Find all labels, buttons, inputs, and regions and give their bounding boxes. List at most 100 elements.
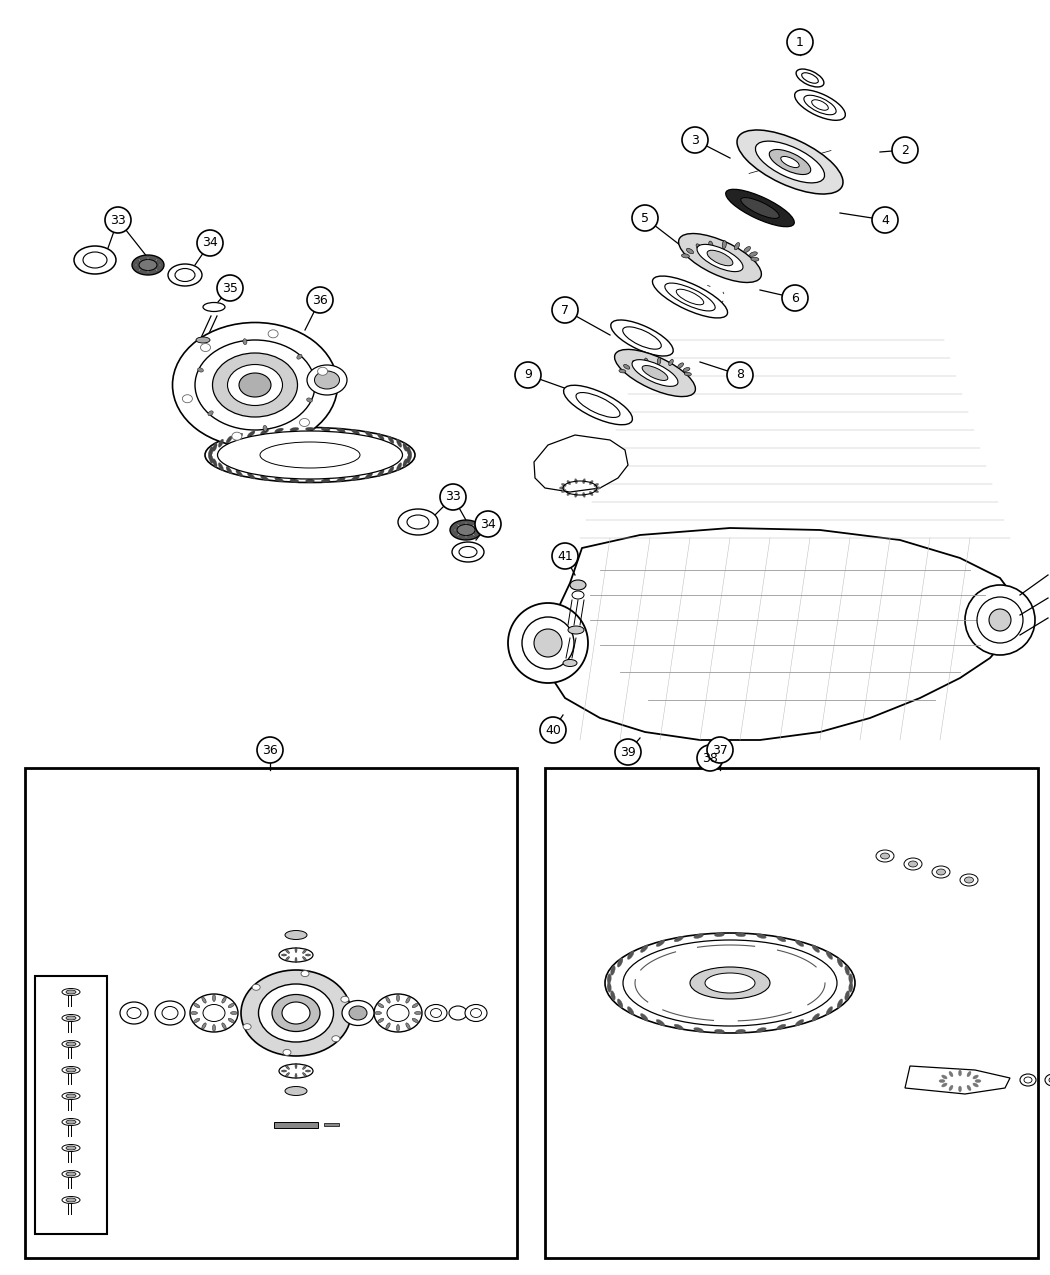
Ellipse shape [407, 515, 429, 529]
Ellipse shape [607, 974, 611, 984]
Circle shape [682, 128, 708, 153]
Ellipse shape [397, 1025, 399, 1031]
Ellipse shape [465, 536, 467, 538]
Ellipse shape [209, 455, 213, 464]
Ellipse shape [801, 73, 818, 83]
Ellipse shape [62, 1093, 80, 1099]
Ellipse shape [66, 1146, 76, 1150]
Ellipse shape [295, 1063, 297, 1068]
Circle shape [872, 207, 898, 233]
Ellipse shape [403, 442, 407, 451]
Ellipse shape [674, 936, 684, 942]
Ellipse shape [62, 1118, 80, 1126]
Ellipse shape [337, 478, 345, 482]
Circle shape [892, 136, 918, 163]
Ellipse shape [459, 547, 477, 557]
Ellipse shape [694, 1028, 704, 1033]
Ellipse shape [939, 1080, 945, 1082]
Ellipse shape [967, 1071, 971, 1077]
Ellipse shape [66, 1172, 76, 1176]
Ellipse shape [812, 99, 828, 110]
Ellipse shape [377, 434, 384, 440]
Ellipse shape [583, 492, 585, 497]
Ellipse shape [623, 940, 837, 1026]
Ellipse shape [236, 434, 243, 440]
Ellipse shape [627, 951, 634, 959]
Ellipse shape [812, 945, 820, 952]
Ellipse shape [623, 326, 662, 349]
Ellipse shape [937, 870, 945, 875]
Ellipse shape [476, 529, 479, 530]
Ellipse shape [845, 965, 849, 975]
Ellipse shape [197, 367, 204, 372]
Ellipse shape [967, 1085, 971, 1090]
Ellipse shape [307, 365, 346, 395]
Ellipse shape [62, 1015, 80, 1021]
Ellipse shape [203, 1005, 225, 1021]
Ellipse shape [583, 478, 585, 483]
Ellipse shape [228, 1003, 234, 1007]
Circle shape [552, 543, 578, 569]
Ellipse shape [960, 873, 978, 886]
Text: 38: 38 [702, 751, 718, 765]
Ellipse shape [397, 439, 402, 448]
Circle shape [197, 230, 223, 256]
Ellipse shape [687, 249, 694, 254]
Ellipse shape [282, 1002, 310, 1024]
Ellipse shape [281, 1070, 287, 1072]
Polygon shape [545, 528, 1020, 740]
Ellipse shape [408, 450, 412, 459]
Ellipse shape [973, 1082, 979, 1088]
Ellipse shape [595, 487, 601, 490]
Ellipse shape [403, 459, 407, 468]
Ellipse shape [449, 1006, 467, 1020]
Ellipse shape [66, 1016, 76, 1020]
Ellipse shape [139, 259, 141, 261]
Ellipse shape [286, 1072, 290, 1076]
Ellipse shape [218, 463, 224, 470]
Ellipse shape [302, 950, 307, 954]
Ellipse shape [203, 302, 225, 311]
Ellipse shape [193, 1003, 200, 1007]
Ellipse shape [183, 395, 192, 403]
Ellipse shape [290, 479, 299, 482]
Ellipse shape [258, 984, 334, 1042]
Ellipse shape [352, 430, 359, 435]
Ellipse shape [741, 198, 779, 218]
Ellipse shape [536, 631, 561, 655]
Ellipse shape [965, 877, 973, 884]
Circle shape [307, 287, 333, 312]
Ellipse shape [696, 244, 701, 251]
Ellipse shape [567, 481, 570, 484]
Ellipse shape [881, 853, 889, 859]
Text: 41: 41 [558, 550, 573, 562]
Ellipse shape [430, 1009, 441, 1017]
Ellipse shape [932, 866, 950, 878]
Ellipse shape [120, 1002, 148, 1024]
Ellipse shape [567, 491, 570, 496]
Ellipse shape [457, 524, 460, 527]
Ellipse shape [268, 330, 278, 338]
Ellipse shape [307, 398, 313, 402]
Ellipse shape [726, 189, 794, 227]
Ellipse shape [301, 970, 309, 977]
Ellipse shape [904, 858, 922, 870]
Text: 7: 7 [561, 303, 569, 316]
Circle shape [217, 275, 243, 301]
Ellipse shape [66, 989, 76, 994]
Ellipse shape [949, 1085, 953, 1090]
Ellipse shape [669, 360, 673, 366]
Ellipse shape [302, 956, 307, 960]
Text: 6: 6 [791, 292, 799, 305]
Ellipse shape [248, 431, 255, 437]
Ellipse shape [413, 1019, 419, 1023]
Ellipse shape [398, 509, 438, 536]
Ellipse shape [226, 467, 232, 474]
Ellipse shape [722, 241, 727, 249]
Ellipse shape [425, 1005, 447, 1021]
Ellipse shape [365, 473, 373, 479]
Ellipse shape [632, 360, 678, 386]
Ellipse shape [795, 940, 804, 946]
Ellipse shape [66, 1042, 76, 1046]
Ellipse shape [756, 933, 766, 938]
